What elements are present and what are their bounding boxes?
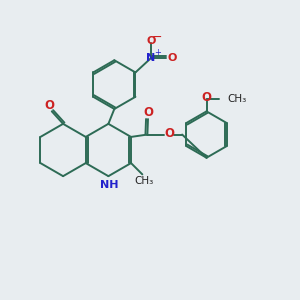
Text: −: − <box>152 31 163 44</box>
Text: O: O <box>45 99 55 112</box>
Text: O: O <box>144 106 154 119</box>
Text: O: O <box>202 92 212 104</box>
Text: O: O <box>168 53 177 63</box>
Text: N: N <box>146 53 155 63</box>
Text: O: O <box>164 128 174 140</box>
Text: CH₃: CH₃ <box>227 94 247 104</box>
Text: +: + <box>154 48 161 57</box>
Text: CH₃: CH₃ <box>134 176 153 186</box>
Text: O: O <box>146 36 156 46</box>
Text: NH: NH <box>100 180 118 190</box>
